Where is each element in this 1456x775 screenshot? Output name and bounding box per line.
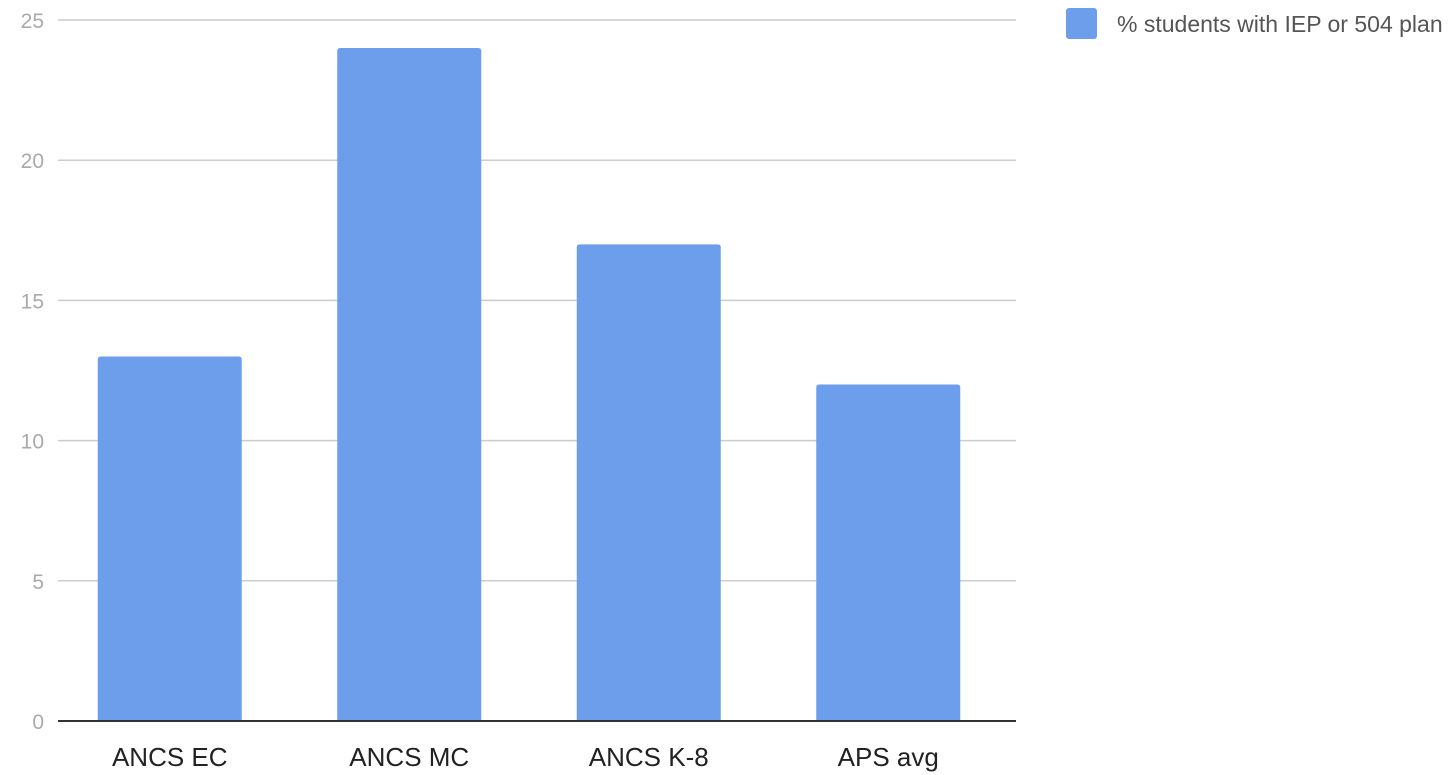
y-tick-label: 10 — [21, 431, 44, 454]
y-tick-label: 25 — [21, 10, 44, 33]
legend-swatch — [1066, 8, 1097, 39]
y-tick-label: 20 — [21, 150, 44, 173]
y-tick-label: 5 — [32, 571, 44, 594]
x-tick-label: ANCS K-8 — [589, 742, 709, 772]
bar-aps-avg — [816, 384, 961, 721]
chart-legend: % students with IEP or 504 plan — [1066, 7, 1456, 41]
bar-ancs-ec — [97, 356, 242, 721]
x-tick-label: ANCS MC — [349, 742, 469, 772]
x-tick-label: APS avg — [838, 742, 939, 772]
bar-ancs-mc — [337, 48, 482, 722]
y-tick-label: 0 — [32, 711, 44, 734]
bar-ancs-k-8 — [576, 244, 721, 721]
y-tick-label: 15 — [21, 290, 44, 313]
legend-label: % students with IEP or 504 plan — [1117, 11, 1443, 37]
x-tick-label: ANCS EC — [112, 742, 228, 772]
